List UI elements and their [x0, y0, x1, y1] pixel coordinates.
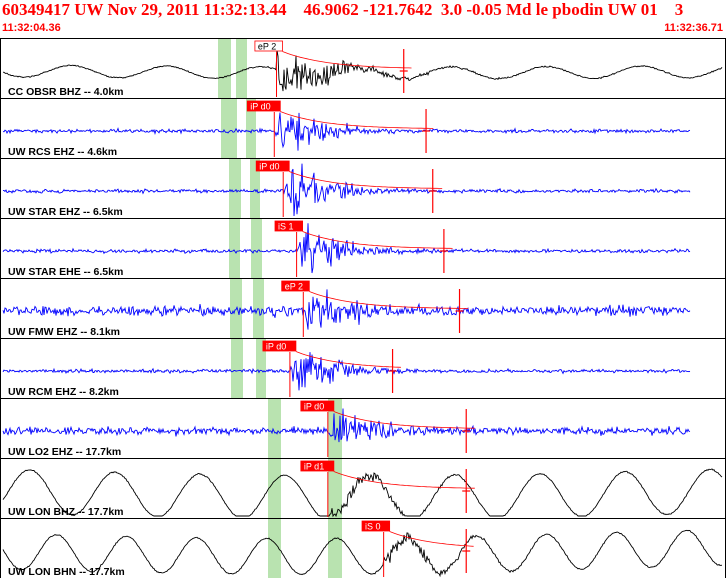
pick-label: iP d0: [266, 342, 286, 352]
phase-window: [236, 39, 247, 98]
coda-decay-curve: [333, 411, 475, 429]
station-label: UW LON BHZ -- 17.7km: [8, 506, 124, 518]
start-time: 11:32:04.36: [2, 22, 61, 34]
pick-label: iS 1: [278, 222, 294, 232]
station-label: UW FMW EHZ -- 8.1km: [8, 326, 120, 338]
channel-panel: iS 1 UW STAR EHE -- 6.5km: [0, 218, 726, 279]
pick-label-box: [254, 40, 283, 52]
waveform-trace: [2, 289, 691, 330]
coda-decay-curve: [302, 231, 453, 249]
coda-decay-curve: [389, 531, 474, 547]
pick-label: eP 2: [285, 282, 303, 292]
phase-window: [268, 519, 281, 578]
phase-window: [328, 459, 342, 518]
waveform-trace: [2, 408, 691, 443]
phase-window: [218, 39, 231, 98]
phase-window: [256, 339, 266, 398]
pick-label: iP d0: [259, 162, 279, 172]
pick-label-box: [246, 100, 281, 112]
pick-label: eP 2: [258, 42, 276, 52]
phase-window: [229, 219, 240, 278]
waveform-trace: [2, 352, 691, 391]
waveform-trace: [2, 163, 691, 217]
pick-label-box: [262, 340, 297, 352]
channel-panel: iP d0 UW STAR EHZ -- 6.5km: [0, 158, 726, 219]
pick-label: iS 0: [365, 522, 381, 532]
station-label: UW RCS EHZ -- 4.6km: [8, 146, 117, 158]
channel-panel: eP 2 UW FMW EHZ -- 8.1km: [0, 278, 726, 339]
coda-decay-curve: [289, 171, 443, 189]
coda-decay-curve: [333, 471, 475, 489]
coda-decay-curve: [282, 51, 412, 69]
channel-panel: iS 0 UW LON BHN -- 17.7km: [0, 518, 726, 578]
channel-panel: iP d0 UW LO2 EHZ -- 17.7km: [0, 398, 726, 459]
phase-window: [268, 459, 281, 518]
phase-window: [251, 219, 262, 278]
channel-panel: eP 2 CC OBSR BHZ -- 4.0km: [0, 38, 726, 99]
channel-panel: iP d1 UW LON BHZ -- 17.7km: [0, 458, 726, 519]
station-label: CC OBSR BHZ -- 4.0km: [8, 86, 124, 98]
pick-label: iP d0: [250, 102, 270, 112]
phase-window: [229, 159, 241, 218]
phase-window: [268, 399, 281, 458]
header: 60349417 UW Nov 29, 2011 11:32:13.44 46.…: [0, 0, 726, 38]
end-time: 11:32:36.71: [664, 22, 723, 34]
station-label: UW RCM EHZ -- 8.2km: [8, 386, 119, 398]
phase-window: [328, 519, 342, 578]
station-label: UW STAR EHZ -- 6.5km: [8, 206, 123, 218]
pick-label-box: [300, 400, 335, 412]
pick-label-box: [361, 520, 391, 532]
phase-window: [230, 279, 242, 338]
pick-label: iP d1: [304, 462, 324, 472]
waveform-trace: [2, 112, 691, 151]
channel-panel: iP d0 UW RCS EHZ -- 4.6km: [0, 98, 726, 159]
waveform-trace: [2, 529, 723, 578]
coda-decay-curve: [309, 291, 469, 309]
pick-label-box: [255, 160, 290, 172]
station-label: UW STAR EHE -- 6.5km: [8, 266, 123, 278]
pick-label: iP d0: [304, 402, 324, 412]
channel-panel: iP d0 UW RCM EHZ -- 8.2km: [0, 338, 726, 399]
waveform-trace: [2, 50, 723, 92]
phase-window: [231, 339, 243, 398]
waveform-trace: [2, 223, 691, 274]
event-title: 60349417 UW Nov 29, 2011 11:32:13.44 46.…: [2, 0, 684, 19]
station-label: UW LO2 EHZ -- 17.7km: [8, 446, 121, 458]
coda-decay-curve: [280, 111, 434, 129]
phase-window: [250, 159, 260, 218]
pick-label-box: [274, 220, 304, 232]
pick-label-box: [300, 460, 335, 472]
station-label: UW LON BHN -- 17.7km: [8, 566, 125, 578]
pick-label-box: [281, 280, 310, 292]
phase-window: [221, 99, 237, 158]
phase-window: [246, 99, 256, 158]
coda-decay-curve: [295, 351, 401, 368]
